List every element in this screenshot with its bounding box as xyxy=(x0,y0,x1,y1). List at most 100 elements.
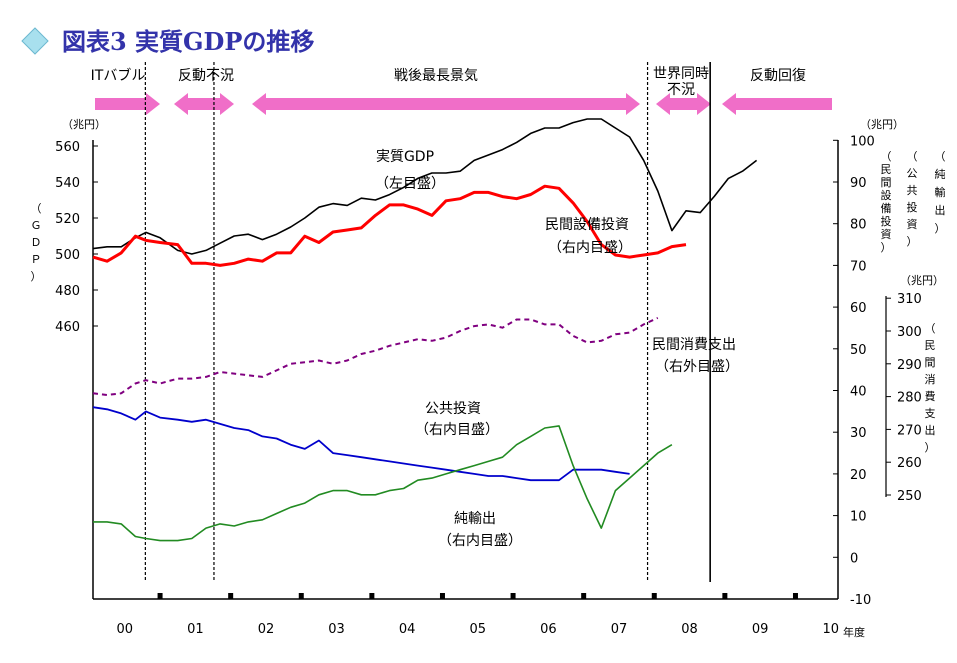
right-outer-tick-label: 300 xyxy=(897,325,922,340)
phase-label: 世界同時 xyxy=(653,66,709,82)
series-lines xyxy=(92,118,758,542)
capex-axis-label: （民間設備投資） xyxy=(881,150,892,254)
right-outer-axis-unit: （兆円） xyxy=(900,274,944,287)
public-axis-label-char: 投 xyxy=(907,200,918,214)
right-inner-tick-label: 80 xyxy=(850,218,867,233)
capex-axis-label-char: 間 xyxy=(881,176,892,189)
phase-arrow xyxy=(95,93,160,115)
right-inner-tick-label: 100 xyxy=(850,134,875,149)
capex-annotation-line2: （右内目盛） xyxy=(548,240,632,256)
right-outer-tick-label: 290 xyxy=(897,358,922,373)
capex-annotation-line1: 民間設備投資 xyxy=(545,217,629,233)
left-axis-label-char: Ｇ xyxy=(31,219,42,232)
public-axis-label-char: （ xyxy=(907,150,918,163)
x-tick-label: 05 xyxy=(469,622,486,637)
x-tick-label: 02 xyxy=(258,622,275,637)
x-tick-label: 08 xyxy=(681,622,698,637)
public-axis-label-char: 共 xyxy=(907,184,918,197)
diamond-icon xyxy=(21,27,49,55)
right-inner-tick-label: 60 xyxy=(850,301,867,316)
capex-axis-label-char: 投 xyxy=(881,214,892,228)
x-tick-label: 06 xyxy=(540,622,557,637)
x-tick-mark xyxy=(510,593,516,599)
title-group: 図表3 実質GDPの推移 xyxy=(21,27,314,56)
x-tick-mark xyxy=(792,593,798,599)
public-axis-label-char: ） xyxy=(907,235,918,248)
x-tick-label: 03 xyxy=(328,622,345,637)
capex-axis-label-char: 設 xyxy=(881,188,892,202)
public-annotation-line1: 公共投資 xyxy=(425,401,481,417)
left-axis-unit: （兆円） xyxy=(62,118,106,131)
left-axis-label-char: ） xyxy=(31,270,42,283)
consumption-axis-label-char: 支 xyxy=(925,407,936,420)
consumption-axis-label-char: 出 xyxy=(925,423,936,437)
consumption-axis-label: （ 民間消費支出 ） xyxy=(925,322,936,454)
x-tick-label: 07 xyxy=(611,622,628,637)
consumption-axis-label-char: ） xyxy=(925,441,936,454)
netexports-axis-label: （ 純輸出 ） xyxy=(935,150,946,235)
net-exports-line xyxy=(93,425,673,542)
phase-label: ITバブル xyxy=(91,67,146,84)
consumption-annotation-line2: （右外目盛） xyxy=(655,359,739,375)
right-outer-tick-label: 260 xyxy=(897,456,922,471)
public-axis-label: （ 公共投資 ） xyxy=(907,150,918,248)
left-tick-label: 460 xyxy=(55,320,80,335)
netexports-axis-label-char: 出 xyxy=(935,203,946,217)
consumption-axis-label-char: 民 xyxy=(925,339,936,352)
consumption-axis-label-char: 費 xyxy=(925,389,936,403)
x-tick-mark xyxy=(581,593,587,599)
phase-arrow xyxy=(656,93,711,115)
consumption-axis-label-char: 消 xyxy=(925,372,936,386)
right-outer-tick-label: 250 xyxy=(897,489,922,504)
left-axis-label-char: Ｐ xyxy=(31,253,42,266)
x-tick-mark xyxy=(439,593,445,599)
gdp-annotation-line1: 実質GDP xyxy=(376,149,434,165)
phase-label: 戦後最長景気 xyxy=(394,68,478,84)
netexports-annotation-line2: （右内目盛） xyxy=(438,533,522,549)
x-tick-label: 00 xyxy=(116,622,133,637)
capex-line xyxy=(92,184,687,267)
right-outer-tick-label: 280 xyxy=(897,391,922,406)
x-tick-mark xyxy=(369,593,375,599)
left-tick-label: 500 xyxy=(55,248,80,263)
consumption-axis-label-char: （ xyxy=(925,322,936,335)
capex-axis-label-char: 備 xyxy=(881,202,892,215)
capex-axis-label-char: （ xyxy=(881,150,892,163)
public-axis-label-char: 資 xyxy=(907,218,918,231)
right-inner-tick-label: 70 xyxy=(850,259,867,274)
capex-axis-label-char: 民 xyxy=(881,163,892,176)
consumption-annotation-line1: 民間消費支出 xyxy=(652,337,736,353)
capex-axis-label-char: 資 xyxy=(881,228,892,241)
left-tick-label: 480 xyxy=(55,284,80,299)
gdp-line xyxy=(92,118,758,255)
x-tick-label: 04 xyxy=(399,622,416,637)
x-tick-label: 09 xyxy=(752,622,769,637)
right-outer-tick-label: 270 xyxy=(897,423,922,438)
consumption-axis-label-char: 間 xyxy=(925,356,936,369)
phase-label-2: 不況 xyxy=(667,82,695,98)
right-inner-tick-label: 0 xyxy=(850,551,858,566)
netexports-axis-label-char: 純 xyxy=(935,168,946,181)
right-inner-tick-label: 30 xyxy=(850,426,867,441)
x-tick-mark xyxy=(157,593,163,599)
gdp-annotation-line2: （左目盛） xyxy=(375,176,445,192)
x-tick-mark xyxy=(298,593,304,599)
x-tick-mark xyxy=(228,593,234,599)
phase-label: 反動回復 xyxy=(750,67,806,84)
public-investment-line xyxy=(92,406,630,482)
phase-arrow xyxy=(722,93,832,115)
right-outer-tick-label: 310 xyxy=(897,292,922,307)
left-tick-label: 520 xyxy=(55,212,80,227)
right-inner-tick-label: -10 xyxy=(850,593,871,608)
phase-arrow xyxy=(252,93,640,115)
left-tick-label: 560 xyxy=(55,140,80,155)
consumption-line xyxy=(92,316,659,396)
left-axis-label: （ ＧＤＰ ） xyxy=(31,202,42,283)
x-tick-label: 01 xyxy=(187,622,204,637)
netexports-axis-label-char: （ xyxy=(935,150,946,163)
x-tick-mark xyxy=(651,593,657,599)
right-inner-tick-label: 50 xyxy=(850,343,867,358)
right-inner-tick-label: 10 xyxy=(850,510,867,525)
